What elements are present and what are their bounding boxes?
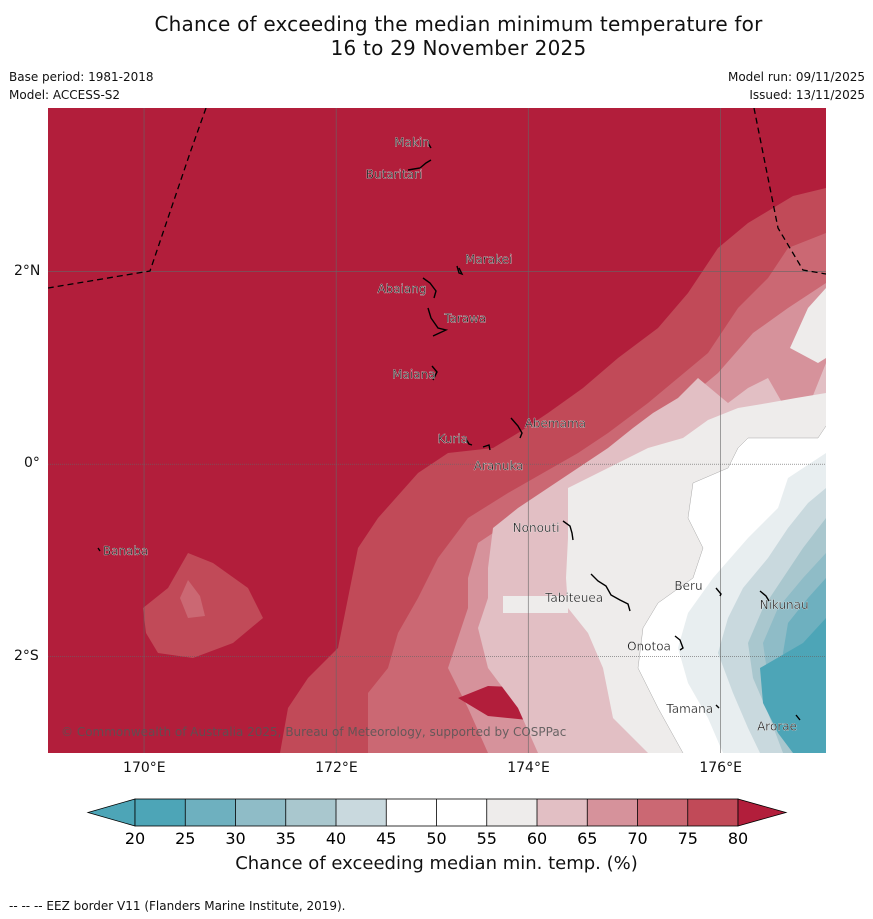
island-label-abaiang: Abaiang xyxy=(377,282,426,296)
model-run: Model run: 09/11/2025 xyxy=(727,70,865,84)
colorbar-bin xyxy=(285,799,336,826)
meta-right: Model run: 09/11/2025 Issued: 13/11/2025 xyxy=(728,68,865,104)
colorbar-tick-label: 35 xyxy=(276,829,296,848)
island-label-marakei: Marakei xyxy=(465,253,512,267)
footnote: -- -- -- EEZ border V11 (Flanders Marine… xyxy=(9,899,346,913)
band-70-west xyxy=(180,580,205,618)
issued-date: Issued: 13/11/2025 xyxy=(749,88,865,102)
colorbar-arrow-high xyxy=(737,798,788,827)
island-abaiang-shape xyxy=(422,277,437,299)
map-title: Chance of exceeding the median minimum t… xyxy=(0,12,873,60)
colorbar-tick-label: 50 xyxy=(426,829,446,848)
island-tamana-shape xyxy=(715,704,720,709)
title-line-2: 16 to 29 November 2025 xyxy=(330,36,587,60)
colorbar-bin xyxy=(386,799,437,826)
island-arorae-shape xyxy=(795,714,801,721)
island-label-arorae: Arorae xyxy=(757,719,797,733)
colorbar-tick-label: 30 xyxy=(225,829,245,848)
island-label-nikunau: Nikunau xyxy=(760,598,809,612)
colorbar-bin xyxy=(185,799,236,826)
island-label-kuria: Kuria xyxy=(438,432,469,446)
eez-border-west xyxy=(48,108,207,289)
graticule xyxy=(48,108,826,753)
colorbar-bin xyxy=(135,799,186,826)
island-aranuka-shape xyxy=(482,444,491,451)
colorbar-tick-label: 60 xyxy=(527,829,547,848)
island-label-tarawa: Tarawa xyxy=(443,312,486,326)
colorbar-bin xyxy=(587,799,638,826)
eez-border-east xyxy=(753,108,826,275)
colorbar-bin xyxy=(537,799,588,826)
colorbar-tick-label: 70 xyxy=(627,829,647,848)
island-abemama-shape xyxy=(510,417,523,439)
island-butaritari-shape xyxy=(407,159,432,171)
colorbar-bin xyxy=(336,799,387,826)
island-banaba-shape xyxy=(97,547,101,552)
colorbar-bin xyxy=(235,799,286,826)
colorbar-tick-label: 65 xyxy=(577,829,597,848)
island-makin-shape xyxy=(427,142,432,149)
island-label-abemama: Abemama xyxy=(525,417,586,431)
island-tarawa-shape xyxy=(427,307,449,337)
island-label-banaba: Banaba xyxy=(103,544,149,558)
colorbar-tick-label: 25 xyxy=(175,829,195,848)
colorbar-title: Chance of exceeding median min. temp. (%… xyxy=(235,853,638,874)
band-75-west xyxy=(143,553,263,658)
island-label-maiana: Maiana xyxy=(392,368,435,382)
colorbar-bin xyxy=(687,799,738,826)
island-onotoa-shape xyxy=(674,635,684,651)
lat-tick-label: 2°S xyxy=(14,647,39,664)
copyright-text: © Commonwealth of Australia 2025, Bureau… xyxy=(61,725,566,739)
island-labels: Makin Butaritari Marakei Abaiang Tarawa Maian… xyxy=(103,136,809,734)
island-nonouti-shape xyxy=(562,520,574,541)
colorbar-bin xyxy=(637,799,688,826)
island-marakei-shape xyxy=(456,265,464,276)
island-label-butaritari: Butaritari xyxy=(366,168,423,182)
colorbar-tick-label: 40 xyxy=(326,829,346,848)
lon-tick-label: 170°E xyxy=(123,760,166,776)
colorbar-tick-label: 75 xyxy=(678,829,698,848)
island-maiana-shape xyxy=(431,365,438,381)
colorbar-bin xyxy=(436,799,487,826)
lat-tick-label: 0° xyxy=(24,455,40,472)
lon-tick-label: 176°E xyxy=(699,760,742,776)
island-nikunau-shape xyxy=(759,590,770,602)
colorbar-tick-label: 45 xyxy=(376,829,396,848)
island-kuria-shape xyxy=(465,438,473,446)
lon-tick-label: 174°E xyxy=(507,760,550,776)
colorbar-tick-label: 55 xyxy=(477,829,497,848)
island-label-nonouti: Nonouti xyxy=(513,521,560,535)
colorbar-tick-label: 20 xyxy=(125,829,145,848)
island-label-tabiteuea: Tabiteuea xyxy=(544,591,603,605)
colorbar-tick-label: 80 xyxy=(728,829,748,848)
island-tabiteuea-shape xyxy=(590,573,631,612)
colorbar-arrow-low xyxy=(86,798,136,827)
colorbar-bin xyxy=(486,799,537,826)
lat-tick-label: 2°N xyxy=(14,262,41,279)
lon-tick-label: 172°E xyxy=(315,760,358,776)
meta-left: Base period: 1981-2018 Model: ACCESS-S2 xyxy=(9,68,154,104)
title-line-1: Chance of exceeding the median minimum t… xyxy=(154,12,763,36)
base-period: Base period: 1981-2018 xyxy=(9,70,154,84)
island-label-beru: Beru xyxy=(674,579,702,593)
island-label-tamana: Tamana xyxy=(665,702,713,716)
island-shapes xyxy=(97,142,801,721)
island-label-aranuka: Aranuka xyxy=(474,459,524,473)
island-beru-shape xyxy=(715,587,722,597)
eez-borders xyxy=(48,108,826,289)
model-name: Model: ACCESS-S2 xyxy=(9,88,121,102)
band-55-tongue xyxy=(503,596,568,613)
probability-map: Makin Butaritari Marakei Abaiang Tarawa Maian… xyxy=(48,108,826,753)
island-label-makin: Makin xyxy=(394,136,430,150)
island-label-onotoa: Onotoa xyxy=(627,639,671,653)
band-below20 xyxy=(760,618,826,753)
